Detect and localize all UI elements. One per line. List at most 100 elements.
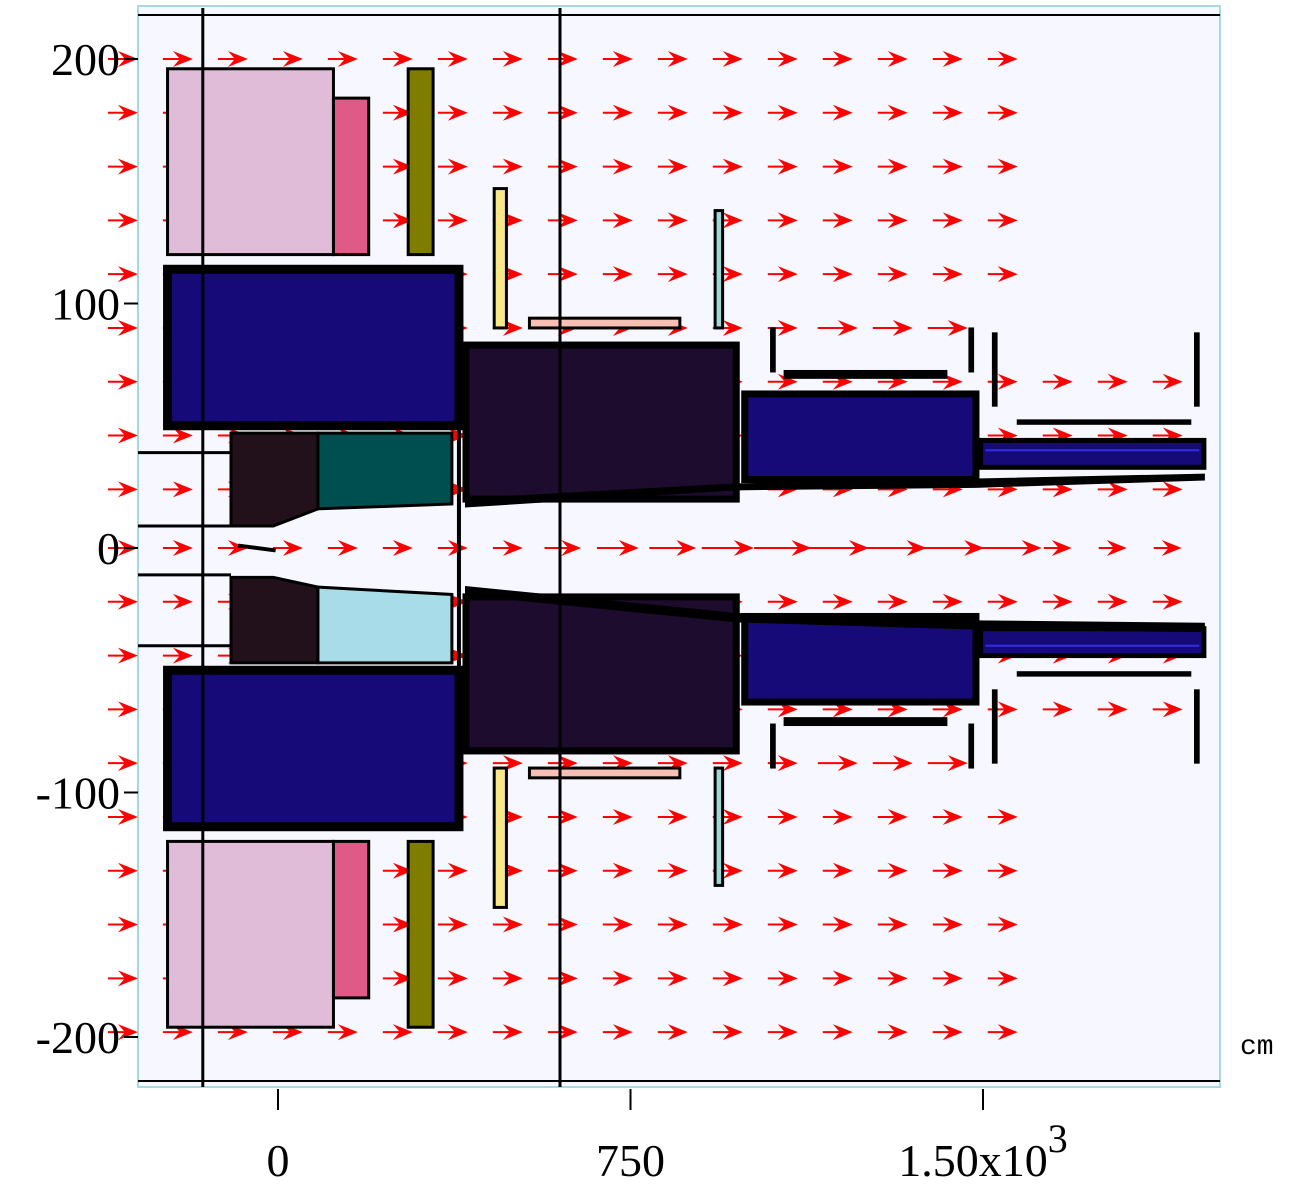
field-arrow-head — [667, 51, 688, 67]
field-arrow-head — [777, 970, 798, 987]
pink-coil-lower — [166, 839, 335, 1029]
field-arrow-head — [997, 51, 1018, 67]
field-arrow-head — [997, 593, 1018, 610]
field-arrow-head — [722, 916, 743, 933]
field-arrow-head — [612, 862, 633, 879]
field-arrow-head — [612, 266, 633, 283]
unit-label: cm — [1240, 1032, 1274, 1063]
field-arrow-head — [667, 970, 688, 987]
cyan-plate-upper — [713, 209, 725, 330]
field-arrow-head — [502, 104, 523, 121]
field-arrow-head — [832, 593, 853, 610]
field-arrow-head — [997, 104, 1018, 121]
field-arrow-head — [997, 862, 1018, 879]
field-arrow-head — [392, 1024, 413, 1041]
field-arrow-head — [557, 808, 578, 825]
x-tick-label: 1.50x103 — [898, 1116, 1068, 1186]
field-arrow-head — [947, 755, 968, 772]
field-arrow-head — [942, 212, 963, 229]
field-arrow-head — [172, 540, 193, 556]
field-arrow-head — [942, 266, 963, 283]
field-arrow-head — [777, 266, 798, 283]
field-arrow-head — [1107, 593, 1128, 610]
field-arrow-head — [892, 755, 913, 772]
field-arrow-head — [227, 51, 248, 67]
field-arrow-head — [667, 808, 688, 825]
field-arrow-head — [557, 1024, 578, 1041]
field-arrow-head — [887, 593, 908, 610]
inner-absorber-dark-lower — [229, 575, 320, 665]
field-arrow-head — [612, 158, 633, 175]
field-arrow-head — [1162, 373, 1183, 390]
magnet-geometry — [138, 67, 1207, 1029]
field-arrow-head — [667, 158, 688, 175]
tapered-block-1-upper — [462, 341, 740, 503]
field-arrow-head — [117, 212, 138, 229]
stub-d-upper — [1194, 332, 1200, 407]
field-arrow-head — [942, 373, 963, 390]
field-arrow-head — [612, 808, 633, 825]
stub-b-upper — [968, 327, 975, 373]
field-arrow-head — [722, 212, 743, 229]
field-arrow-head — [722, 158, 743, 175]
field-arrow-head — [942, 158, 963, 175]
field-arrow-head — [722, 51, 743, 67]
field-arrow-head — [667, 862, 688, 879]
field-arrow-head — [337, 540, 358, 556]
salmon-plate-lower — [527, 766, 682, 780]
y-tick-label: -100 — [36, 768, 120, 819]
field-arrow-head — [392, 970, 413, 987]
axis-fragment — [237, 543, 276, 553]
field-arrow-head — [117, 373, 138, 390]
field-arrow-head — [557, 104, 578, 121]
field-arrow-head — [887, 104, 908, 121]
axes: 200 100 0 -100 -200 0 750 1.50x103 — [36, 34, 1068, 1186]
field-arrow-head — [447, 51, 468, 67]
field-arrow-head — [887, 51, 908, 67]
field-arrow-head — [832, 1024, 853, 1041]
field-arrow-head — [667, 104, 688, 121]
field-arrow-head — [892, 319, 913, 336]
field-arrow-head — [557, 970, 578, 987]
field-arrow-head — [117, 158, 138, 175]
field-arrow-head — [777, 212, 798, 229]
field-arrow-head — [667, 1024, 688, 1041]
field-arrow-head — [337, 1024, 358, 1041]
field-arrow-head — [117, 1024, 138, 1041]
field-arrow-head — [282, 51, 303, 67]
field-arrow-head — [777, 1024, 798, 1041]
cyan-plate-lower — [713, 766, 725, 887]
field-arrow-head — [117, 266, 138, 283]
field-arrow-head — [947, 319, 968, 336]
field-arrow-head — [997, 916, 1018, 933]
field-arrow-head — [887, 916, 908, 933]
field-arrow-head — [722, 808, 743, 825]
field-arrow-head — [942, 593, 963, 610]
thin-bar-upper — [783, 369, 948, 379]
taper-edge-upper — [465, 473, 1205, 508]
stub-d-lower — [1194, 689, 1200, 764]
field-arrow-head — [832, 916, 853, 933]
thin-bar-far-upper — [1016, 419, 1192, 425]
field-arrow-head — [1052, 701, 1073, 718]
y-tick-label: 0 — [97, 523, 120, 574]
field-arrow-head — [887, 1024, 908, 1041]
tapered-block-3-upper — [978, 437, 1207, 470]
field-arrow-head — [1052, 593, 1073, 610]
field-arrow-head — [1107, 373, 1128, 390]
field-arrow-head — [1162, 593, 1183, 610]
stub-c-upper — [991, 332, 998, 407]
field-arrow-head — [997, 266, 1018, 283]
field-arrow-head — [447, 916, 468, 933]
magenta-coil-lower — [331, 839, 371, 1000]
field-arrow-head — [117, 970, 138, 987]
yellow-plate-upper — [492, 187, 508, 330]
field-arrow-head — [722, 862, 743, 879]
field-arrow-head — [502, 51, 523, 67]
inner-absorber-teal-upper — [316, 431, 454, 511]
field-arrow-head — [172, 593, 193, 610]
field-arrow-head — [997, 1024, 1018, 1041]
y-tick-label: -200 — [36, 1012, 120, 1063]
field-arrow-head — [557, 51, 578, 67]
salmon-plate-upper — [527, 316, 682, 330]
